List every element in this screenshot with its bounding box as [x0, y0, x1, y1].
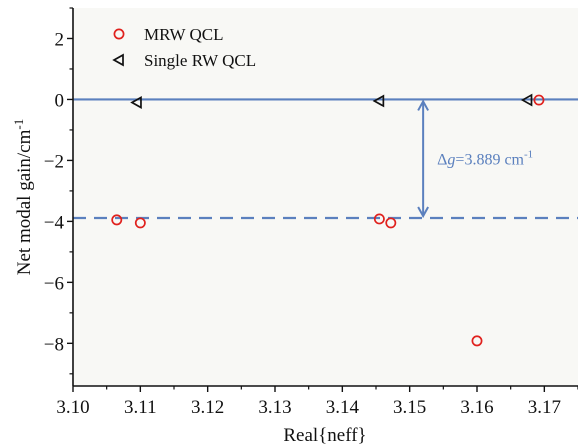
legend-label-single-rw: Single RW QCL — [144, 51, 256, 70]
y-tick-label: −2 — [44, 151, 64, 172]
x-tick-label: 3.13 — [258, 397, 291, 418]
y-tick-label: −6 — [44, 273, 64, 294]
delta-g-arrow-head-bottom — [417, 206, 430, 219]
y-axis-title-main: Net modal gain/cm — [14, 129, 35, 275]
x-tick-label: 3.15 — [393, 397, 426, 418]
legend: MRW QCL Single RW QCL — [112, 25, 256, 70]
data-point-mrw — [134, 217, 146, 229]
plot-background — [73, 8, 578, 386]
g-symbol: g — [447, 152, 455, 169]
y-tick-label: 2 — [55, 29, 65, 50]
x-tick-label: 3.11 — [124, 397, 157, 418]
data-point-single-rw — [372, 94, 385, 108]
x-axis-title: Real{neff} — [283, 425, 366, 446]
x-tick-label: 3.17 — [528, 397, 561, 418]
delta-g-annotation: Δg=3.889 cm-1 — [437, 149, 533, 169]
legend-marker-mrw — [113, 28, 125, 40]
delta-g-value: =3.889 cm — [455, 152, 524, 169]
legend-marker-single-rw — [112, 53, 124, 67]
data-point-mrw — [533, 94, 545, 106]
data-point-single-rw — [520, 93, 533, 107]
data-point-mrw — [385, 217, 397, 229]
data-point-mrw — [111, 214, 123, 226]
data-point-mrw — [471, 335, 483, 347]
delta-symbol: Δ — [437, 152, 447, 169]
delta-g-unit-sup: -1 — [524, 149, 533, 161]
legend-label-mrw: MRW QCL — [144, 25, 224, 44]
y-tick-label: −4 — [44, 212, 65, 233]
x-tick-label: 3.14 — [326, 397, 360, 418]
data-point-mrw — [373, 213, 385, 225]
y-axis-title-unit-sup: -1 — [11, 119, 26, 130]
x-tick-label: 3.16 — [460, 397, 493, 418]
data-point-single-rw — [130, 96, 142, 109]
y-tick-label: −8 — [44, 334, 64, 355]
y-tick-label: 0 — [55, 90, 65, 111]
delta-g-arrow-head-top — [417, 99, 430, 111]
x-tick-label: 3.12 — [191, 397, 224, 418]
y-axis-title: Net modal gain/cm-1 — [11, 119, 35, 275]
x-tick-label: 3.10 — [56, 397, 89, 418]
